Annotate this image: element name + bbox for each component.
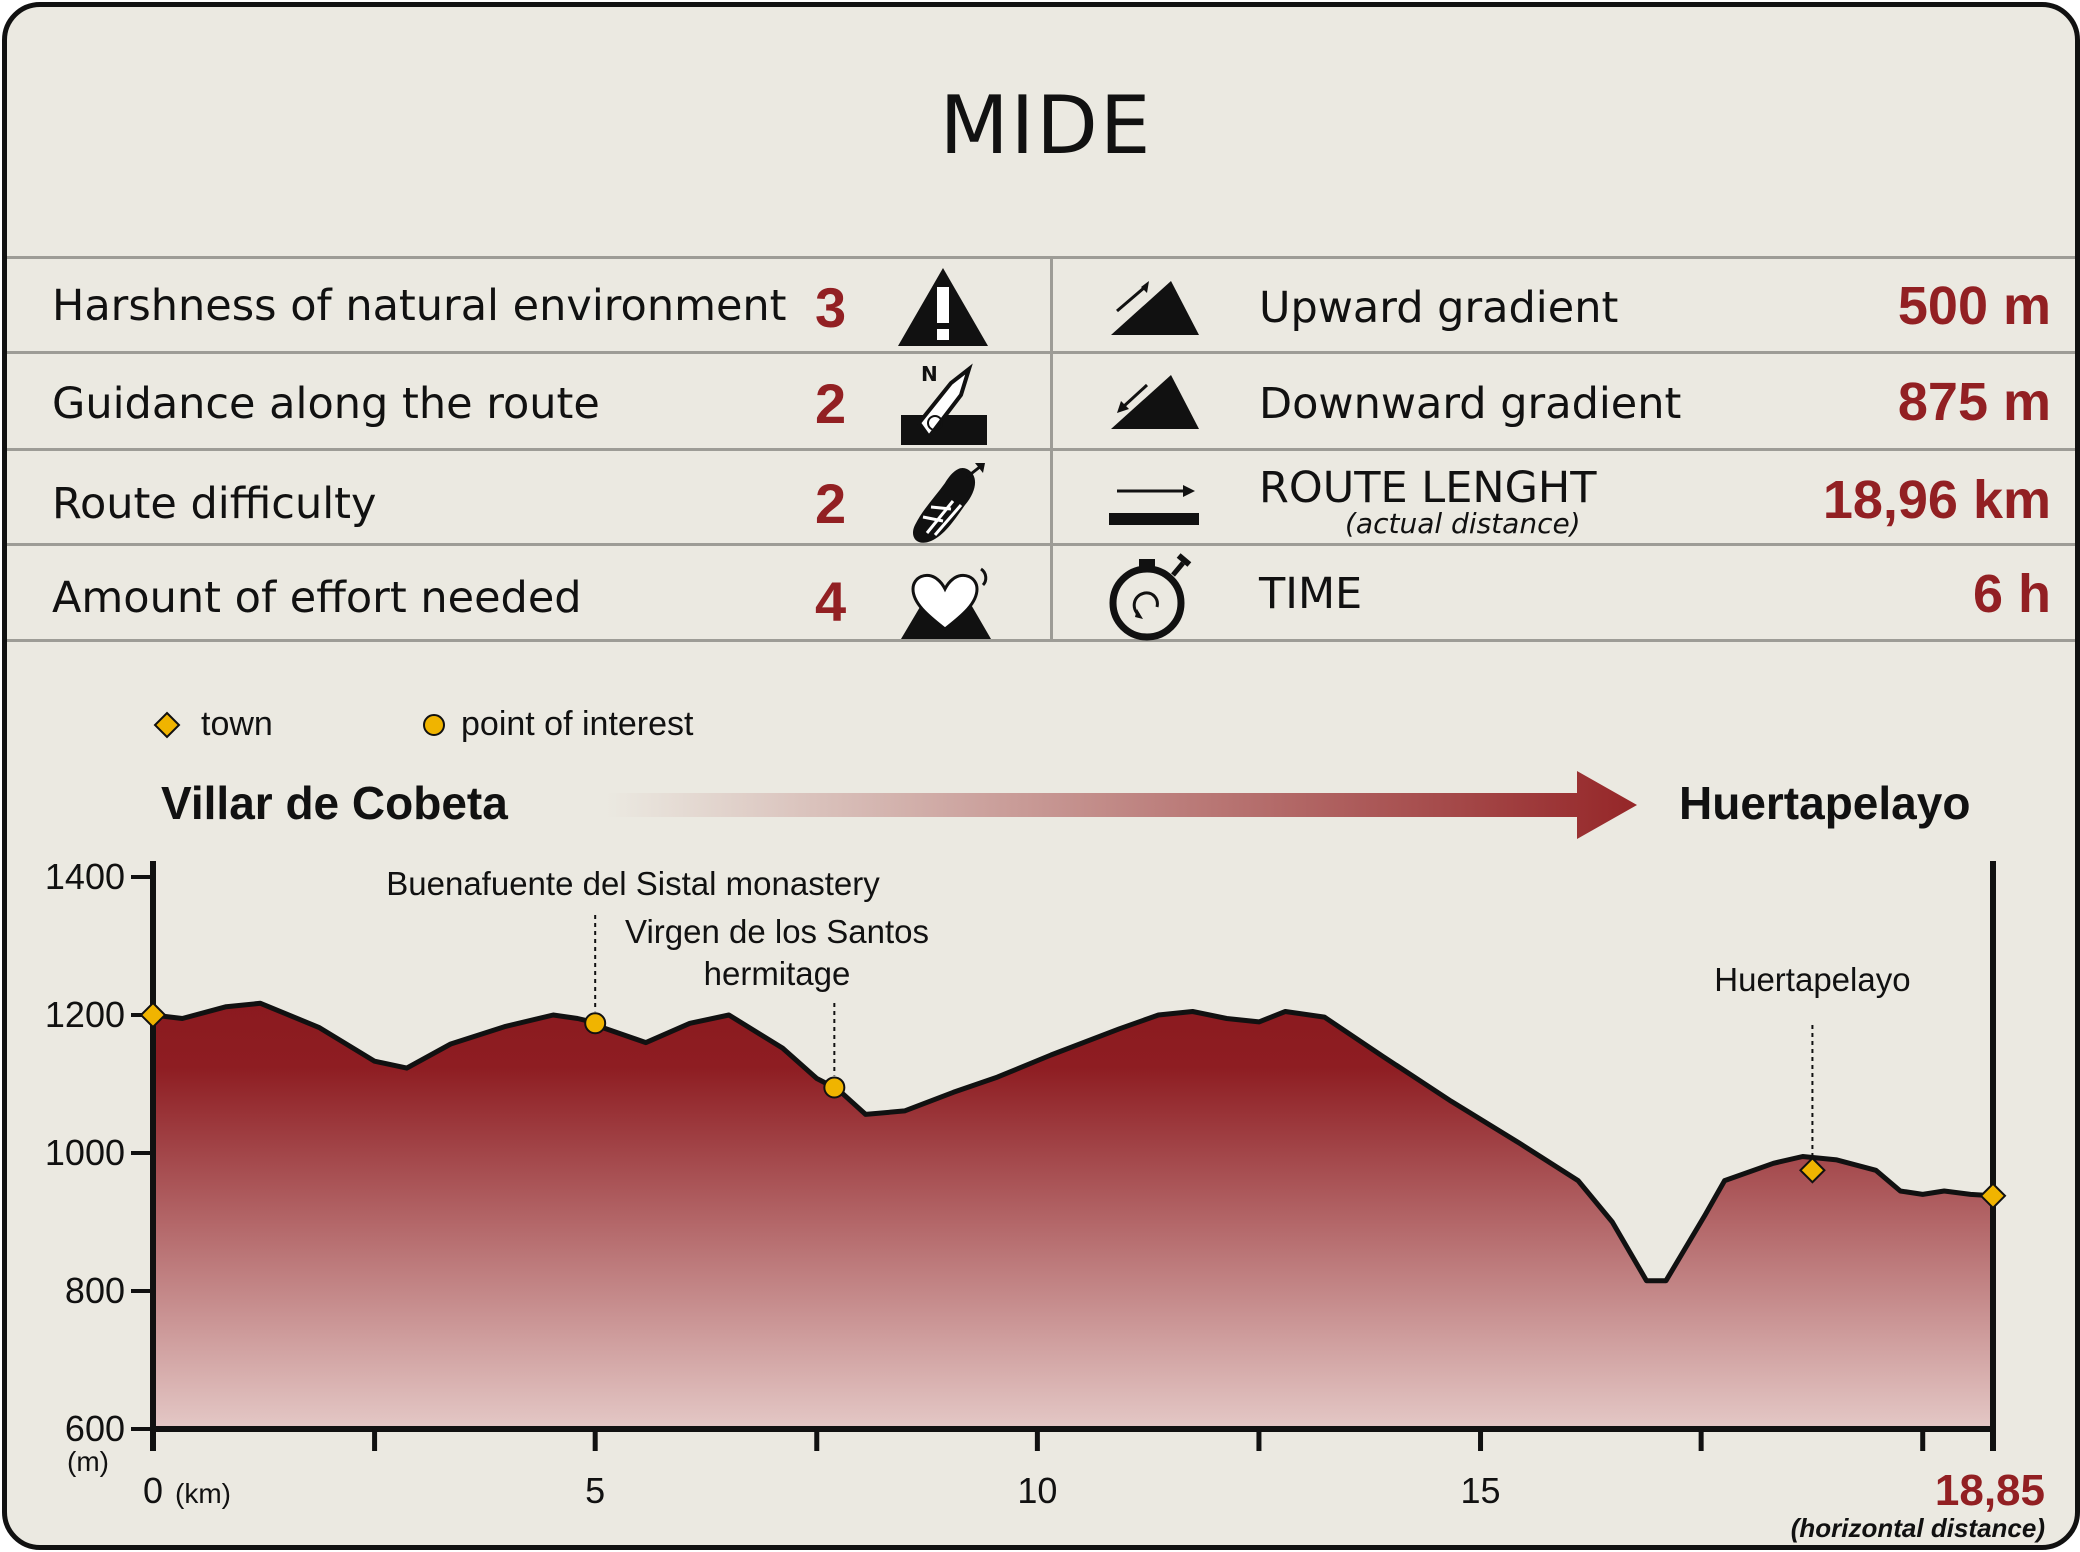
svg-text:N: N xyxy=(921,362,938,386)
poi-marker xyxy=(823,1076,846,1099)
route-length-label: ROUTE LENGHT xyxy=(1259,463,1597,513)
end-location-label: Huertapelayo xyxy=(1679,777,1970,829)
legend-town-marker xyxy=(153,711,181,739)
route-length-sublabel: (actual distance) xyxy=(1345,507,1581,540)
x-tick-label: 10 xyxy=(1017,1470,1057,1511)
town-label: Huertapelayo xyxy=(1714,961,1910,998)
x-tick-label: 0 xyxy=(143,1470,163,1511)
difficulty-label: Route difficulty xyxy=(52,479,377,529)
divider xyxy=(7,351,2075,354)
poi-label: Buenafuente del Sistal monastery xyxy=(386,865,880,902)
stopwatch-icon xyxy=(1109,553,1192,641)
elevation-profile-chart: town point of interest Villar de Cobeta … xyxy=(45,705,2045,1543)
divider xyxy=(7,256,2075,259)
town-marker xyxy=(139,1001,167,1029)
y-tick-label: 600 xyxy=(65,1408,125,1449)
x-axis-unit: (km) xyxy=(175,1478,231,1509)
harshness-value: 3 xyxy=(815,276,847,339)
elevation-area xyxy=(153,1003,1993,1429)
harshness-label: Harshness of natural environment xyxy=(52,281,787,331)
compass-map-icon: N xyxy=(901,362,987,445)
guidance-value: 2 xyxy=(815,372,847,435)
time-label: TIME xyxy=(1259,569,1363,619)
effort-value: 4 xyxy=(815,570,847,633)
page-title: MIDE xyxy=(939,79,1153,172)
upward-gradient-label: Upward gradient xyxy=(1259,283,1619,333)
route-length-value: 18,96 km xyxy=(1822,470,2051,530)
footprint-icon xyxy=(912,463,985,543)
legend-town-label: town xyxy=(201,705,273,743)
divider xyxy=(7,543,2075,546)
heart-mountain-icon xyxy=(901,567,991,639)
legend-poi-label: point of interest xyxy=(461,705,694,743)
y-tick-label: 1200 xyxy=(45,994,125,1035)
upward-gradient-icon xyxy=(1111,281,1199,335)
time-value: 6 h xyxy=(1972,564,2051,624)
start-location-label: Villar de Cobeta xyxy=(161,777,508,829)
downward-gradient-label: Downward gradient xyxy=(1259,379,1682,429)
column-divider xyxy=(1050,259,1053,639)
route-length-icon xyxy=(1109,485,1199,525)
x-tick-label: 5 xyxy=(585,1470,605,1511)
legend-poi-marker xyxy=(423,714,445,736)
x-tick-label: 15 xyxy=(1461,1470,1501,1511)
y-tick-label: 800 xyxy=(65,1270,125,1311)
elevation-line xyxy=(152,1000,1994,1284)
poi-marker xyxy=(584,1012,607,1035)
warning-icon xyxy=(898,268,988,346)
chart-legend: town point of interest xyxy=(153,705,694,743)
downward-gradient-icon xyxy=(1111,375,1199,429)
guidance-label: Guidance along the route xyxy=(52,379,600,429)
poi-label: Virgen de los Santos hermitage xyxy=(625,913,929,992)
x-end-note: (horizontal distance) xyxy=(1791,1513,2045,1543)
effort-label: Amount of effort needed xyxy=(52,573,582,623)
divider xyxy=(7,639,2075,642)
town-marker xyxy=(1799,1156,1826,1184)
poi-label-line: Virgen de los Santos xyxy=(625,913,929,950)
direction-arrow xyxy=(607,771,1637,839)
y-axis-unit: (m) xyxy=(67,1446,109,1477)
difficulty-value: 2 xyxy=(815,472,847,535)
y-tick-label: 1400 xyxy=(45,856,125,897)
x-end-value: 18,85 xyxy=(1935,1466,2045,1515)
downward-gradient-value: 875 m xyxy=(1897,372,2051,432)
y-tick-label: 1000 xyxy=(45,1132,125,1173)
town-marker xyxy=(1979,1182,2007,1210)
divider xyxy=(7,448,2075,451)
poi-label-line: hermitage xyxy=(704,955,851,992)
upward-gradient-value: 500 m xyxy=(1897,276,2051,336)
